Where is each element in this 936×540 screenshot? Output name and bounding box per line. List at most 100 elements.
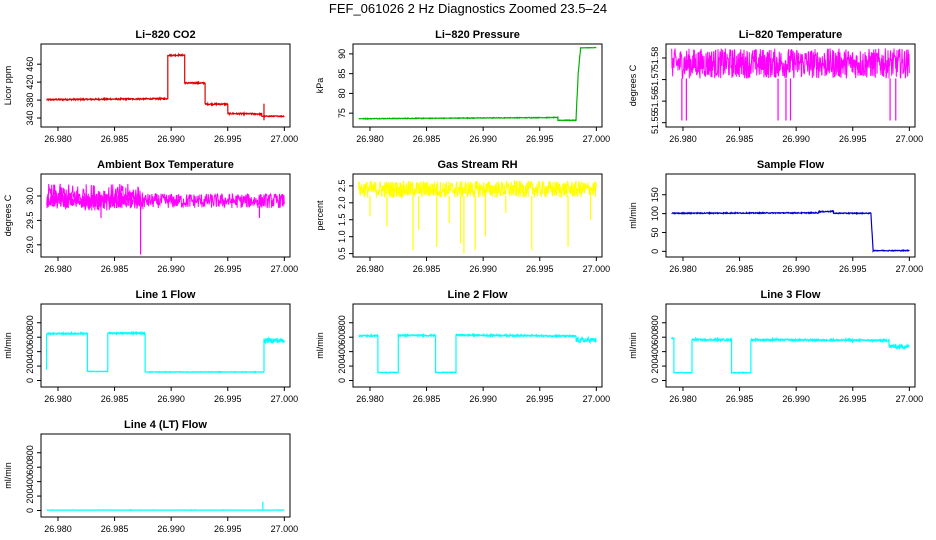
series-band-extra bbox=[46, 183, 144, 211]
y-tick-label: 380 bbox=[25, 93, 35, 108]
y-tick-label: 460 bbox=[25, 57, 35, 72]
chart-panel-7: Line 1 Flow ml/min 26.980 26.985 26.990 26.99… bbox=[3, 289, 298, 404]
x-tick-label: 26.995 bbox=[214, 394, 242, 404]
y-tick-label: 2.0 bbox=[337, 197, 347, 210]
y-tick-label: 51.57 bbox=[650, 68, 660, 91]
x-tick-label: 26.985 bbox=[726, 264, 754, 274]
x-tick-label: 26.995 bbox=[214, 134, 242, 144]
series-band bbox=[671, 48, 910, 80]
data-series bbox=[46, 52, 285, 121]
x-tick-label: 26.990 bbox=[782, 134, 810, 144]
x-tick-label: 27.000 bbox=[271, 134, 299, 144]
x-tick-label: 26.990 bbox=[157, 524, 185, 534]
x-tick-label: 26.990 bbox=[157, 394, 185, 404]
y-tick-label: 0 bbox=[337, 378, 347, 383]
x-tick-label: 27.000 bbox=[271, 394, 299, 404]
chart-title: Ambient Box Temperature bbox=[97, 159, 234, 171]
y-tick-label: 1.0 bbox=[337, 230, 347, 243]
chart-panel-9: Line 3 Flow ml/min 26.980 26.985 26.990 26.99… bbox=[628, 289, 923, 404]
x-tick-label: 26.990 bbox=[157, 134, 185, 144]
y-tick-label: 29.5 bbox=[25, 212, 35, 230]
y-tick-label: 85 bbox=[337, 69, 347, 79]
x-tick-label: 26.980 bbox=[44, 394, 72, 404]
series-line bbox=[358, 46, 597, 122]
y-axis-label: Licor ppm bbox=[3, 66, 13, 106]
y-axis-label: ml/min bbox=[3, 462, 13, 489]
plot-frame bbox=[665, 173, 916, 258]
chart-title: Li−820 Pressure bbox=[435, 29, 520, 41]
y-tick-label: 150 bbox=[650, 187, 660, 202]
plot-frame bbox=[352, 303, 603, 388]
x-tick-label: 26.985 bbox=[413, 134, 441, 144]
chart-panel-10: Line 4 (LT) Flow ml/min 26.980 26.985 26.990… bbox=[3, 419, 298, 534]
y-tick-label: 340 bbox=[25, 111, 35, 126]
x-tick-label: 26.985 bbox=[101, 264, 129, 274]
series-line bbox=[671, 209, 910, 253]
x-tick-label: 26.980 bbox=[669, 134, 697, 144]
x-tick-label: 26.990 bbox=[782, 394, 810, 404]
x-tick-label: 27.000 bbox=[896, 264, 924, 274]
y-tick-label: 30.0 bbox=[25, 187, 35, 205]
chart-panel-8: Line 2 Flow ml/min 26.980 26.985 26.990 26.99… bbox=[315, 289, 610, 404]
y-tick-label: 1.5 bbox=[337, 213, 347, 226]
data-series bbox=[671, 48, 910, 121]
y-tick-label: 0 bbox=[25, 508, 35, 513]
y-tick-label: 200 bbox=[337, 359, 347, 374]
chart-title: Li−820 Temperature bbox=[739, 29, 842, 41]
x-tick-label: 26.985 bbox=[101, 134, 129, 144]
data-series bbox=[358, 46, 597, 122]
y-axis-label: ml/min bbox=[628, 202, 638, 229]
y-tick-label: 0 bbox=[650, 378, 660, 383]
chart-title: Line 1 Flow bbox=[136, 289, 196, 301]
chart-panel-1: Li−820 CO2 Licor ppm 26.980 26.985 26.990 26.… bbox=[3, 29, 298, 144]
x-tick-label: 26.995 bbox=[839, 394, 867, 404]
plot-frame bbox=[665, 43, 916, 128]
y-axis-label: ml/min bbox=[628, 332, 638, 359]
plot-frame bbox=[352, 43, 603, 128]
y-tick-label: 51.56 bbox=[650, 90, 660, 113]
plot-frame bbox=[40, 173, 291, 258]
series-band bbox=[358, 179, 597, 200]
x-tick-label: 26.980 bbox=[356, 264, 384, 274]
y-tick-label: 80 bbox=[337, 88, 347, 98]
x-tick-label: 26.985 bbox=[726, 134, 754, 144]
x-tick-label: 27.000 bbox=[896, 134, 924, 144]
x-tick-label: 26.990 bbox=[157, 264, 185, 274]
x-tick-label: 26.995 bbox=[839, 264, 867, 274]
y-tick-label: 29.0 bbox=[25, 236, 35, 254]
plot-frame bbox=[665, 303, 916, 388]
x-tick-label: 26.980 bbox=[356, 394, 384, 404]
chart-title: Line 4 (LT) Flow bbox=[124, 419, 207, 431]
x-tick-label: 26.985 bbox=[413, 264, 441, 274]
y-tick-label: 800 bbox=[25, 445, 35, 460]
data-series bbox=[46, 501, 285, 511]
chart-title: Sample Flow bbox=[757, 159, 825, 171]
y-tick-label: 400 bbox=[650, 344, 660, 359]
y-tick-label: 51.55 bbox=[650, 111, 660, 134]
plot-frame bbox=[40, 303, 291, 388]
y-tick-label: 100 bbox=[650, 206, 660, 221]
x-tick-label: 27.000 bbox=[271, 524, 299, 534]
y-tick-label: 800 bbox=[25, 315, 35, 330]
data-series bbox=[358, 179, 597, 254]
x-tick-label: 26.990 bbox=[782, 264, 810, 274]
chart-panel-4: Ambient Box Temperature degrees C 26.980 26… bbox=[3, 159, 298, 274]
y-axis-label: degrees C bbox=[628, 64, 638, 106]
data-series bbox=[671, 209, 910, 253]
x-tick-label: 26.995 bbox=[839, 134, 867, 144]
x-tick-label: 26.985 bbox=[101, 524, 129, 534]
series-line bbox=[671, 336, 910, 375]
chart-panel-6: Sample Flow ml/min 26.980 26.985 26.990 26.99… bbox=[628, 159, 923, 274]
y-tick-label: 400 bbox=[337, 344, 347, 359]
chart-title: Line 2 Flow bbox=[448, 289, 508, 301]
x-tick-label: 26.995 bbox=[526, 134, 554, 144]
x-tick-label: 26.990 bbox=[469, 264, 497, 274]
x-tick-label: 26.985 bbox=[413, 394, 441, 404]
chart-panel-5: Gas Stream RH percent 26.980 26.985 26.990 26… bbox=[315, 159, 610, 274]
y-axis-label: kPa bbox=[315, 78, 325, 94]
x-tick-label: 27.000 bbox=[583, 264, 611, 274]
data-series bbox=[671, 336, 910, 375]
chart-title: Li−820 CO2 bbox=[135, 29, 195, 41]
y-tick-label: 50 bbox=[650, 227, 660, 237]
